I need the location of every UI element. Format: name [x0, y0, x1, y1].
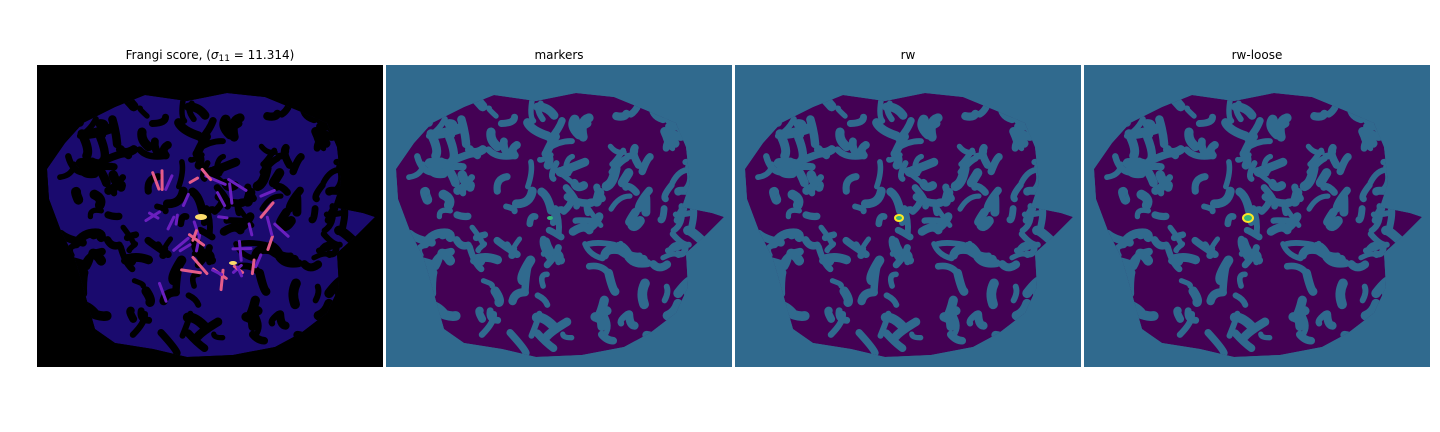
markers-image	[386, 65, 732, 367]
panel-title-rw: rw	[900, 48, 916, 62]
rw-loose-image	[1084, 65, 1430, 367]
panel-title-markers: markers	[534, 48, 584, 62]
panel-markers: markers	[386, 46, 732, 368]
panel-frangi: Frangi score, (σ11 = 11.314)	[37, 46, 383, 368]
rw-image	[735, 65, 1081, 367]
frangi-image	[37, 65, 383, 367]
panel-rw-loose: rw-loose	[1084, 46, 1430, 368]
panel-rw: rw	[735, 46, 1081, 368]
panel-title-rw-loose: rw-loose	[1231, 48, 1283, 62]
seed-marker	[547, 216, 553, 220]
panel-title-frangi: Frangi score, (σ11 = 11.314)	[125, 48, 295, 64]
